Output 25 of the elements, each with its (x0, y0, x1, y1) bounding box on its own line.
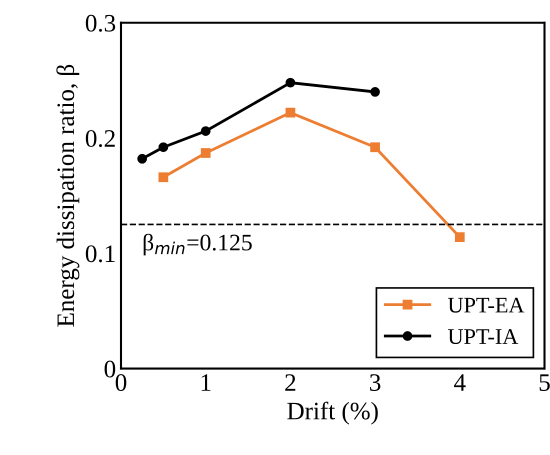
point (286, 108, 296, 118)
ref-line-label: β$_{min}$=0.125 (144, 234, 252, 256)
point (200, 126, 211, 136)
x-tick-label: 4 (454, 374, 466, 391)
point (158, 172, 168, 182)
y-tick-label: 0 (104, 360, 116, 378)
point (370, 87, 380, 97)
point (370, 142, 380, 152)
x-tick-label: 2 (285, 374, 296, 391)
point (454, 232, 465, 242)
legend-label: UPT-IA (448, 329, 518, 344)
point (286, 78, 296, 88)
x-tick-label: 3 (370, 374, 380, 392)
y-axis-title: Energy dissipation ratio, β (56, 64, 80, 327)
y-tick-label: 0.3 (86, 14, 116, 32)
point (137, 154, 148, 164)
point (200, 148, 211, 158)
x-tick-label: 5 (540, 374, 550, 392)
y-tick-label: 0.2 (86, 130, 115, 148)
x-axis-title: Drift (%) (287, 402, 378, 425)
x-tick-label: 1 (202, 374, 210, 391)
legend-label: UPT-EA (448, 298, 524, 313)
y-tick-label: 0.1 (86, 245, 115, 262)
point (158, 142, 168, 152)
x-tick-label: 0 (116, 374, 126, 392)
